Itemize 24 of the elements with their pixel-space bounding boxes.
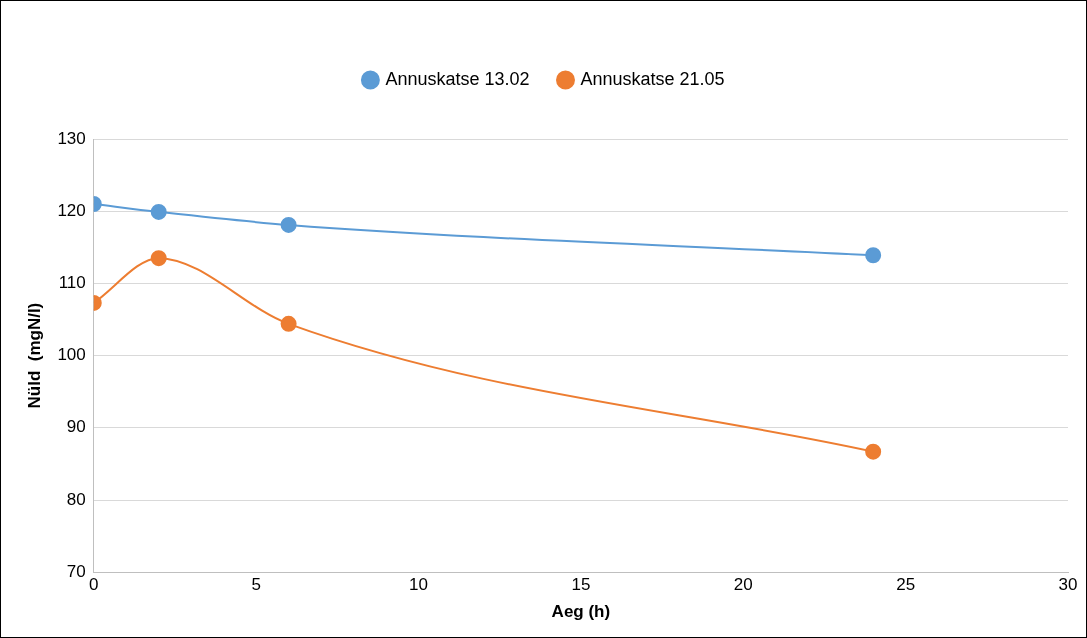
y-tick-label: 130	[57, 128, 86, 148]
x-tick-label: 20	[733, 575, 753, 595]
x-axis-title: Aeg (h)	[551, 602, 611, 622]
point	[280, 315, 297, 332]
x-tick-label: 15	[571, 575, 591, 595]
point	[865, 443, 882, 460]
x-tick-label: 25	[896, 575, 916, 595]
y-tick-label: 80	[66, 489, 86, 509]
y-tick-label: 70	[66, 561, 86, 581]
point	[150, 250, 167, 267]
point	[280, 216, 297, 233]
legend-label: Annuskatse 21.05	[580, 68, 725, 89]
y-axis-title: Nüld (mgN/l)	[24, 302, 44, 409]
legend-label: Annuskatse 13.02	[385, 68, 530, 89]
y-tick-label: 110	[58, 273, 86, 293]
y-tick-label: 100	[57, 345, 86, 365]
y-tick-label: 120	[57, 200, 86, 220]
x-tick-label: 10	[409, 575, 428, 595]
x-tick-label: 30	[1058, 575, 1078, 595]
point	[150, 203, 167, 220]
x-tick-label: 0	[89, 575, 99, 595]
x-tick-label: 5	[251, 575, 261, 595]
y-tick-label: 90	[66, 417, 86, 437]
point	[865, 247, 882, 264]
